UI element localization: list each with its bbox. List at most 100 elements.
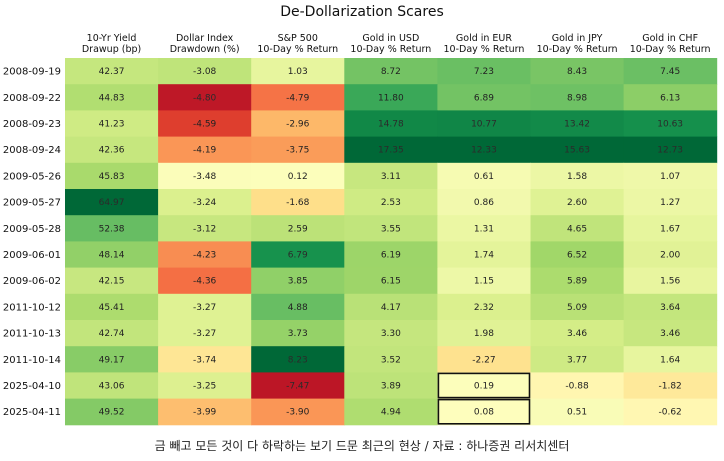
heatmap-cell	[65, 398, 159, 426]
cell-value: -3.08	[193, 67, 217, 77]
cell-value: 11.80	[378, 93, 404, 103]
cell-value: 8.43	[567, 67, 587, 77]
cell-value: 1.15	[474, 277, 494, 287]
cell-value: -3.75	[286, 146, 309, 156]
cell-value: 45.83	[99, 172, 125, 182]
cell-value: 3.73	[288, 329, 308, 339]
cell-value: 3.55	[381, 224, 401, 234]
heatmap-cell	[623, 293, 718, 321]
cell-value: -3.90	[286, 408, 310, 418]
cell-value: 49.17	[99, 355, 125, 365]
heatmap-cell	[251, 398, 345, 426]
heatmap-cell	[437, 84, 531, 111]
heatmap-cell	[65, 162, 159, 190]
heatmap-cell	[251, 110, 345, 138]
heatmap-cell	[530, 320, 625, 347]
cell-value: 12.73	[657, 146, 683, 156]
cell-value: -3.25	[193, 382, 216, 392]
heatmap-cell	[437, 110, 531, 138]
heatmap-cell	[530, 293, 625, 321]
cell-value: 8.72	[381, 67, 401, 77]
cell-value: 3.64	[660, 303, 680, 313]
heatmap-cell	[530, 84, 625, 111]
cell-value: -3.99	[193, 408, 217, 418]
heatmap-cell	[530, 136, 625, 164]
column-header: 10-Yr Yield Drawup (bp)	[82, 33, 141, 55]
source-caption: 금 빼고 모든 것이 다 하락하는 보기 드문 최근의 현상 / 자료 : 하나…	[154, 439, 570, 453]
heatmap-cell	[65, 320, 159, 347]
heatmap-cell	[251, 58, 345, 85]
cell-value: 5.89	[567, 277, 587, 287]
heatmap-cell	[437, 215, 531, 242]
heatmap-cell	[530, 58, 625, 85]
highlight-box	[437, 372, 531, 399]
cell-value: 2.60	[567, 198, 587, 208]
cell-value: -3.48	[193, 172, 217, 182]
heatmap-cell	[437, 398, 531, 426]
cell-value: 0.61	[474, 172, 494, 182]
cell-value: 42.15	[99, 277, 125, 287]
cell-value: -4.36	[193, 277, 217, 287]
cell-value: 3.77	[567, 355, 587, 365]
heatmap-cell	[158, 293, 252, 321]
heatmap-cell	[65, 110, 159, 138]
cell-value: 1.74	[474, 251, 494, 261]
cell-value: 1.56	[660, 277, 680, 287]
cell-value: 2.53	[381, 198, 401, 208]
cell-value: -3.74	[193, 355, 217, 365]
row-label: 2008-09-19	[3, 67, 61, 78]
cell-value: 1.27	[660, 198, 680, 208]
row-label: 2009-06-01	[3, 250, 61, 261]
cell-value: 3.30	[381, 329, 401, 339]
heatmap-cell	[251, 372, 345, 400]
heatmap-cell	[65, 241, 159, 269]
column-header: Gold in CHF 10-Day % Return	[630, 33, 711, 55]
cell-value: 1.58	[567, 172, 587, 182]
heatmap-cell	[623, 162, 718, 190]
heatmap-chart: 10-Yr Yield Drawup (bp) Dollar Index Drawdo…	[3, 33, 718, 426]
heatmap-cell	[623, 346, 718, 373]
heatmap-cell	[623, 320, 718, 347]
heatmap-cell	[65, 215, 159, 242]
cell-value: -1.82	[659, 382, 682, 392]
cell-value: 6.52	[567, 251, 587, 261]
cell-value: -2.27	[472, 355, 495, 365]
cell-value: 12.33	[471, 146, 497, 156]
heatmap-cell	[158, 58, 252, 85]
heatmap-cell	[623, 136, 718, 164]
heatmap-cell	[530, 110, 625, 138]
heatmap-cell	[65, 84, 159, 111]
heatmap-cell	[158, 162, 252, 190]
heatmap-cell	[158, 189, 252, 216]
heatmap-cell	[251, 346, 345, 373]
heatmap-cell	[437, 320, 531, 347]
cell-value: 0.12	[288, 172, 308, 182]
heatmap-cell	[623, 110, 718, 138]
heatmap-cell	[251, 267, 345, 295]
heatmap-cell	[344, 372, 438, 400]
cell-value: 42.74	[99, 329, 125, 339]
heatmap-cell	[437, 372, 531, 400]
cell-value: -4.80	[193, 93, 217, 103]
cell-value: 49.52	[99, 408, 125, 418]
cell-value: 6.13	[660, 93, 680, 103]
cell-value: 1.07	[660, 172, 680, 182]
heatmap-cell	[344, 58, 438, 85]
cell-value: 4.65	[567, 224, 587, 234]
heatmap-cell	[158, 215, 252, 242]
heatmap-cell	[530, 162, 625, 190]
cell-value: 1.98	[474, 329, 494, 339]
heatmap-cell	[437, 189, 531, 216]
heatmap-cell	[158, 372, 252, 400]
heatmap-cell	[251, 189, 345, 216]
heatmap-cell	[344, 110, 438, 138]
heatmap-cell	[344, 267, 438, 295]
heatmap-cell	[251, 136, 345, 164]
cell-value: 48.14	[99, 251, 125, 261]
cell-value: -7.47	[286, 382, 309, 392]
cell-value: 2.00	[660, 251, 680, 261]
cell-value: 15.63	[564, 146, 590, 156]
cell-value: 3.11	[381, 172, 401, 182]
cell-value: -4.59	[193, 120, 217, 130]
cell-value: 41.23	[99, 120, 125, 130]
